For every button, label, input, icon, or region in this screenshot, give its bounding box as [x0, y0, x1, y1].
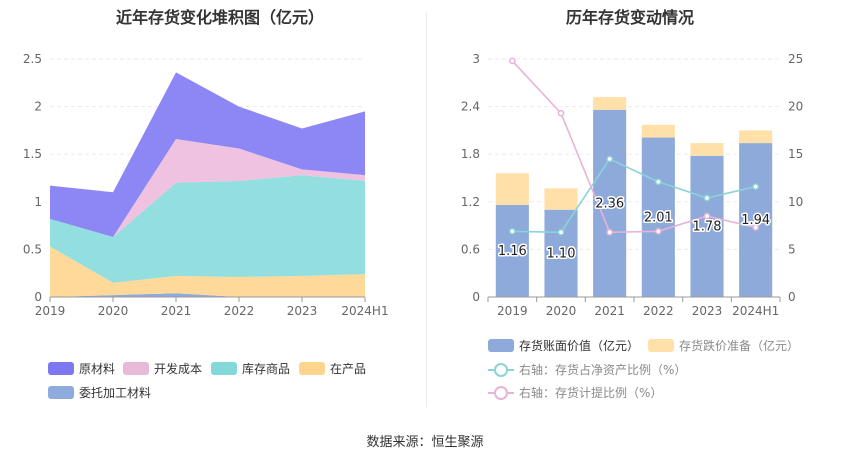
left-axis-tick-label: 1.2: [461, 195, 480, 209]
right-x-tick-label: 2019: [497, 304, 528, 318]
line-point-0: [654, 178, 662, 186]
line-point-1: [654, 227, 662, 235]
legend-label: 委托加工材料: [79, 386, 152, 400]
bar-book-value: [641, 137, 675, 297]
bar-impairment: [544, 188, 578, 210]
bar-impairment: [593, 97, 627, 110]
line-point-1: [703, 212, 711, 220]
left-x-tick-label: 2020: [98, 304, 129, 318]
line-point-0: [606, 155, 614, 163]
legend-item-provision-ratio[interactable]: 右轴：存货计提比例（%）: [488, 384, 662, 401]
right-axis-tick-label: 10: [788, 195, 803, 209]
right-axis-tick-label: 5: [788, 242, 796, 256]
data-source: 数据来源：恒生聚源: [366, 435, 484, 450]
line-series-1: [511, 60, 756, 234]
legend-swatch: [648, 339, 674, 352]
line-point-1: [508, 57, 516, 65]
left-x-tick-label: 2021: [161, 304, 192, 318]
bar-data-label: 1.16: [498, 244, 527, 259]
legend-label: 存货账面价值（亿元）: [519, 339, 640, 353]
right-x-tick-label: 2024H1: [732, 304, 779, 318]
area-series-0: [50, 293, 365, 297]
legend-swatch: [48, 362, 74, 375]
right-x-tick-label: 2023: [692, 304, 723, 318]
right-chart-title: 历年存货变动情况: [565, 8, 694, 27]
legend-swatch: [211, 362, 237, 375]
legend-swatch: [299, 362, 325, 375]
left-x-tick-label: 2023: [287, 304, 318, 318]
bar-book-value: [690, 155, 724, 297]
line-series-0: [512, 157, 756, 234]
bar-data-label: 1.78: [693, 219, 722, 234]
line-point-1: [557, 109, 565, 117]
bar-book-value: [495, 204, 529, 297]
left-y-tick-label: 1: [34, 195, 42, 209]
left-axis-tick-label: 3: [472, 52, 480, 66]
area-series-4: [50, 72, 365, 238]
panel-divider: [426, 12, 427, 407]
legend-item-book-value[interactable]: 存货账面价值（亿元）: [488, 337, 639, 354]
legend-item-finished-goods[interactable]: 库存商品: [211, 360, 290, 377]
legend-swatch: [488, 339, 514, 352]
bar-data-label: 2.36: [595, 196, 624, 211]
right-x-tick-label: 2021: [594, 304, 625, 318]
legend-item-dev-cost[interactable]: 开发成本: [123, 360, 202, 377]
legend-label: 右轴：存货占净资产比例（%）: [519, 363, 687, 377]
left-axis-tick-label: 0.6: [461, 242, 480, 256]
legend-swatch: [123, 362, 149, 375]
left-chart-title: 近年存货变化堆积图（亿元）: [115, 8, 324, 27]
legend-item-raw-materials[interactable]: 原材料: [48, 360, 115, 377]
bar-data-label: 2.01: [644, 210, 673, 225]
line-point-1: [606, 228, 614, 236]
left-y-tick-label: 2.5: [23, 52, 42, 66]
legend-item-wip[interactable]: 在产品: [299, 360, 366, 377]
area-series-3: [50, 138, 365, 238]
line-point-0: [557, 228, 565, 236]
legend-item-impairment[interactable]: 存货跌价准备（亿元）: [648, 337, 799, 354]
line-point-0: [508, 227, 516, 235]
right-axis-tick-label: 20: [788, 100, 803, 114]
area-series-1: [50, 246, 365, 297]
legend-label: 右轴：存货计提比例（%）: [519, 386, 663, 400]
bar-data-label: 1.10: [547, 246, 576, 261]
legend-item-consigned-materials[interactable]: 委托加工材料: [48, 384, 151, 401]
left-y-tick-label: 1.5: [23, 147, 42, 161]
left-x-tick-label: 2022: [224, 304, 255, 318]
bar-impairment: [690, 143, 724, 156]
legend-line-marker: [488, 363, 514, 377]
bar-data-label: 1.94: [741, 213, 770, 228]
line-point-0: [752, 183, 760, 190]
legend-line-marker: [488, 386, 514, 400]
right-axis-tick-label: 25: [788, 52, 803, 66]
left-x-tick-label: 2024H1: [341, 304, 388, 318]
left-y-tick-label: 0.5: [23, 242, 42, 256]
legend-swatch: [48, 386, 74, 399]
bar-book-value: [544, 209, 578, 297]
bar-impairment: [739, 130, 773, 144]
legend-label: 原材料: [79, 362, 116, 376]
legend-label: 库存商品: [242, 362, 291, 376]
left-x-tick-label: 2019: [35, 304, 66, 318]
legend-label: 存货跌价准备（亿元）: [679, 339, 800, 353]
left-axis-tick-label: 1.8: [461, 147, 480, 161]
area-series-2: [50, 175, 365, 283]
left-axis-tick-label: 2.4: [461, 100, 480, 114]
bar-book-value: [739, 143, 773, 297]
legend-item-ratio-net-assets[interactable]: 右轴：存货占净资产比例（%）: [488, 361, 686, 378]
right-axis-tick-label: 15: [788, 147, 803, 161]
legend-label: 开发成本: [154, 362, 203, 376]
right-x-tick-label: 2020: [546, 304, 577, 318]
legend-label: 在产品: [330, 362, 367, 376]
left-y-tick-label: 2: [34, 100, 42, 114]
bar-impairment: [495, 173, 529, 205]
left-y-tick-label: 0: [34, 290, 42, 304]
right-x-tick-label: 2022: [643, 304, 674, 318]
line-point-0: [703, 194, 711, 202]
line-point-1: [752, 224, 760, 231]
right-axis-tick-label: 0: [788, 290, 796, 304]
bar-impairment: [641, 124, 675, 138]
left-axis-tick-label: 0: [472, 290, 480, 304]
